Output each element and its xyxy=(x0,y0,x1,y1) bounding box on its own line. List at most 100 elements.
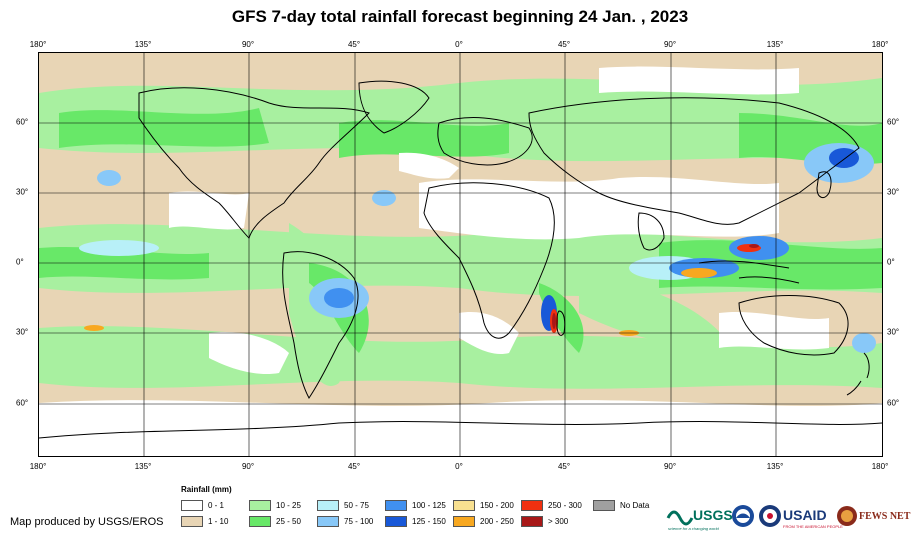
legend-label: > 300 xyxy=(548,517,569,526)
new-zealand-outline xyxy=(846,352,870,396)
legend-label: 75 - 100 xyxy=(344,517,374,526)
legend-item: > 300 xyxy=(521,516,568,527)
lon-tick-bottom: 90° xyxy=(663,462,677,471)
greenland-outline xyxy=(358,80,430,134)
legend: 0 - 1 1 - 10 10 - 25 25 - 50 50 - 75 75 … xyxy=(181,500,661,530)
legend-swatch xyxy=(521,516,543,527)
lat-tick-left: 60° xyxy=(16,398,29,408)
asia-outline xyxy=(528,97,860,225)
legend-label: 1 - 10 xyxy=(208,517,229,526)
coastlines xyxy=(39,80,882,439)
lon-tick-bottom: 45° xyxy=(557,462,571,471)
legend-swatch xyxy=(453,500,475,511)
rainfall-map xyxy=(38,52,883,457)
lon-tick-bottom: 45° xyxy=(347,462,361,471)
legend-title: Rainfall (mm) xyxy=(181,485,232,494)
legend-item: 0 - 1 xyxy=(181,500,224,511)
legend-label: 150 - 200 xyxy=(480,501,514,510)
australia-outline xyxy=(738,295,849,356)
usaid-tagline: FROM THE AMERICAN PEOPLE xyxy=(783,524,843,529)
legend-item: 100 - 125 xyxy=(385,500,446,511)
noaa-logo xyxy=(732,505,754,527)
lon-tick-bottom: 180° xyxy=(29,462,47,471)
legend-item: 50 - 75 xyxy=(317,500,369,511)
legend-item: 25 - 50 xyxy=(249,516,301,527)
usgs-logo: USGS science for a changing world xyxy=(666,507,733,531)
usaid-wordmark: USAID xyxy=(783,507,827,523)
lon-tick-bottom: 135° xyxy=(766,462,784,471)
lon-tick-top: 45° xyxy=(557,40,571,49)
legend-label: 200 - 250 xyxy=(480,517,514,526)
usgs-wordmark: USGS xyxy=(693,507,733,523)
south-america-outline xyxy=(282,251,359,399)
lon-tick-top: 90° xyxy=(241,40,255,49)
africa-outline xyxy=(423,182,555,339)
logos: USGS science for a changing world USAID … xyxy=(666,498,916,534)
lat-tick-left: 30° xyxy=(16,327,29,337)
legend-item: 250 - 300 xyxy=(521,500,582,511)
fewsnet-logo: FEWS NET xyxy=(837,506,911,526)
legend-item: 125 - 150 xyxy=(385,516,446,527)
antarctica-outline xyxy=(39,421,882,439)
legend-swatch xyxy=(453,516,475,527)
lon-tick-bottom: 90° xyxy=(241,462,255,471)
legend-label: 10 - 25 xyxy=(276,501,301,510)
legend-label: 250 - 300 xyxy=(548,501,582,510)
lon-tick-top: 180° xyxy=(871,40,889,49)
madagascar-outline xyxy=(556,310,566,336)
map-title: GFS 7-day total rainfall forecast beginn… xyxy=(231,7,689,26)
europe-outline xyxy=(437,117,533,166)
usaid-logo: USAID FROM THE AMERICAN PEOPLE xyxy=(783,507,843,529)
north-america-outline xyxy=(138,87,370,239)
legend-swatch xyxy=(317,500,339,511)
legend-label: 0 - 1 xyxy=(208,501,225,510)
legend-label: 50 - 75 xyxy=(344,501,369,510)
map-credit: Map produced by USGS/EROS xyxy=(10,516,164,528)
india-outline xyxy=(637,212,665,251)
usgs-tagline: science for a changing world xyxy=(668,526,719,531)
lat-tick-right: 0° xyxy=(887,257,895,267)
legend-swatch xyxy=(249,516,271,527)
lon-tick-top: 180° xyxy=(29,40,47,49)
legend-swatch xyxy=(317,516,339,527)
lon-tick-top: 135° xyxy=(134,40,152,49)
legend-swatch xyxy=(593,500,615,511)
legend-item: 200 - 250 xyxy=(453,516,514,527)
legend-swatch xyxy=(181,500,203,511)
legend-item: 10 - 25 xyxy=(249,500,301,511)
lat-tick-right: 60° xyxy=(887,117,900,127)
legend-item: 75 - 100 xyxy=(317,516,373,527)
lat-tick-right: 30° xyxy=(887,327,900,337)
lon-tick-top: 90° xyxy=(663,40,677,49)
legend-label: 100 - 125 xyxy=(412,501,446,510)
rainfall-over-300-zones xyxy=(552,244,759,329)
legend-label: 125 - 150 xyxy=(412,517,446,526)
lon-tick-top: 0° xyxy=(455,40,463,49)
lon-tick-bottom: 135° xyxy=(134,462,152,471)
lon-tick-bottom: 0° xyxy=(455,462,463,471)
rainfall-map-svg xyxy=(39,53,882,456)
legend-item: No Data xyxy=(593,500,649,511)
legend-swatch xyxy=(181,516,203,527)
rainfall-150-300-zones xyxy=(84,244,761,336)
graticule xyxy=(39,53,882,456)
logos-svg: USGS science for a changing world USAID … xyxy=(666,505,911,531)
indonesia-outline xyxy=(698,260,800,284)
legend-swatch xyxy=(385,516,407,527)
legend-label: No Data xyxy=(620,501,650,510)
lat-tick-right: 30° xyxy=(887,187,900,197)
legend-item: 1 - 10 xyxy=(181,516,228,527)
usaid-seal xyxy=(759,505,781,527)
legend-label: 25 - 50 xyxy=(276,517,301,526)
lon-tick-bottom: 180° xyxy=(871,462,889,471)
fewsnet-wordmark: FEWS NET xyxy=(859,511,911,522)
lat-tick-left: 60° xyxy=(16,117,29,127)
lat-tick-left: 0° xyxy=(16,257,24,267)
legend-swatch xyxy=(385,500,407,511)
lon-tick-top: 135° xyxy=(766,40,784,49)
lat-tick-left: 30° xyxy=(16,187,29,197)
lat-tick-right: 60° xyxy=(887,398,900,408)
legend-swatch xyxy=(521,500,543,511)
japan-outline xyxy=(816,171,832,199)
legend-swatch xyxy=(249,500,271,511)
